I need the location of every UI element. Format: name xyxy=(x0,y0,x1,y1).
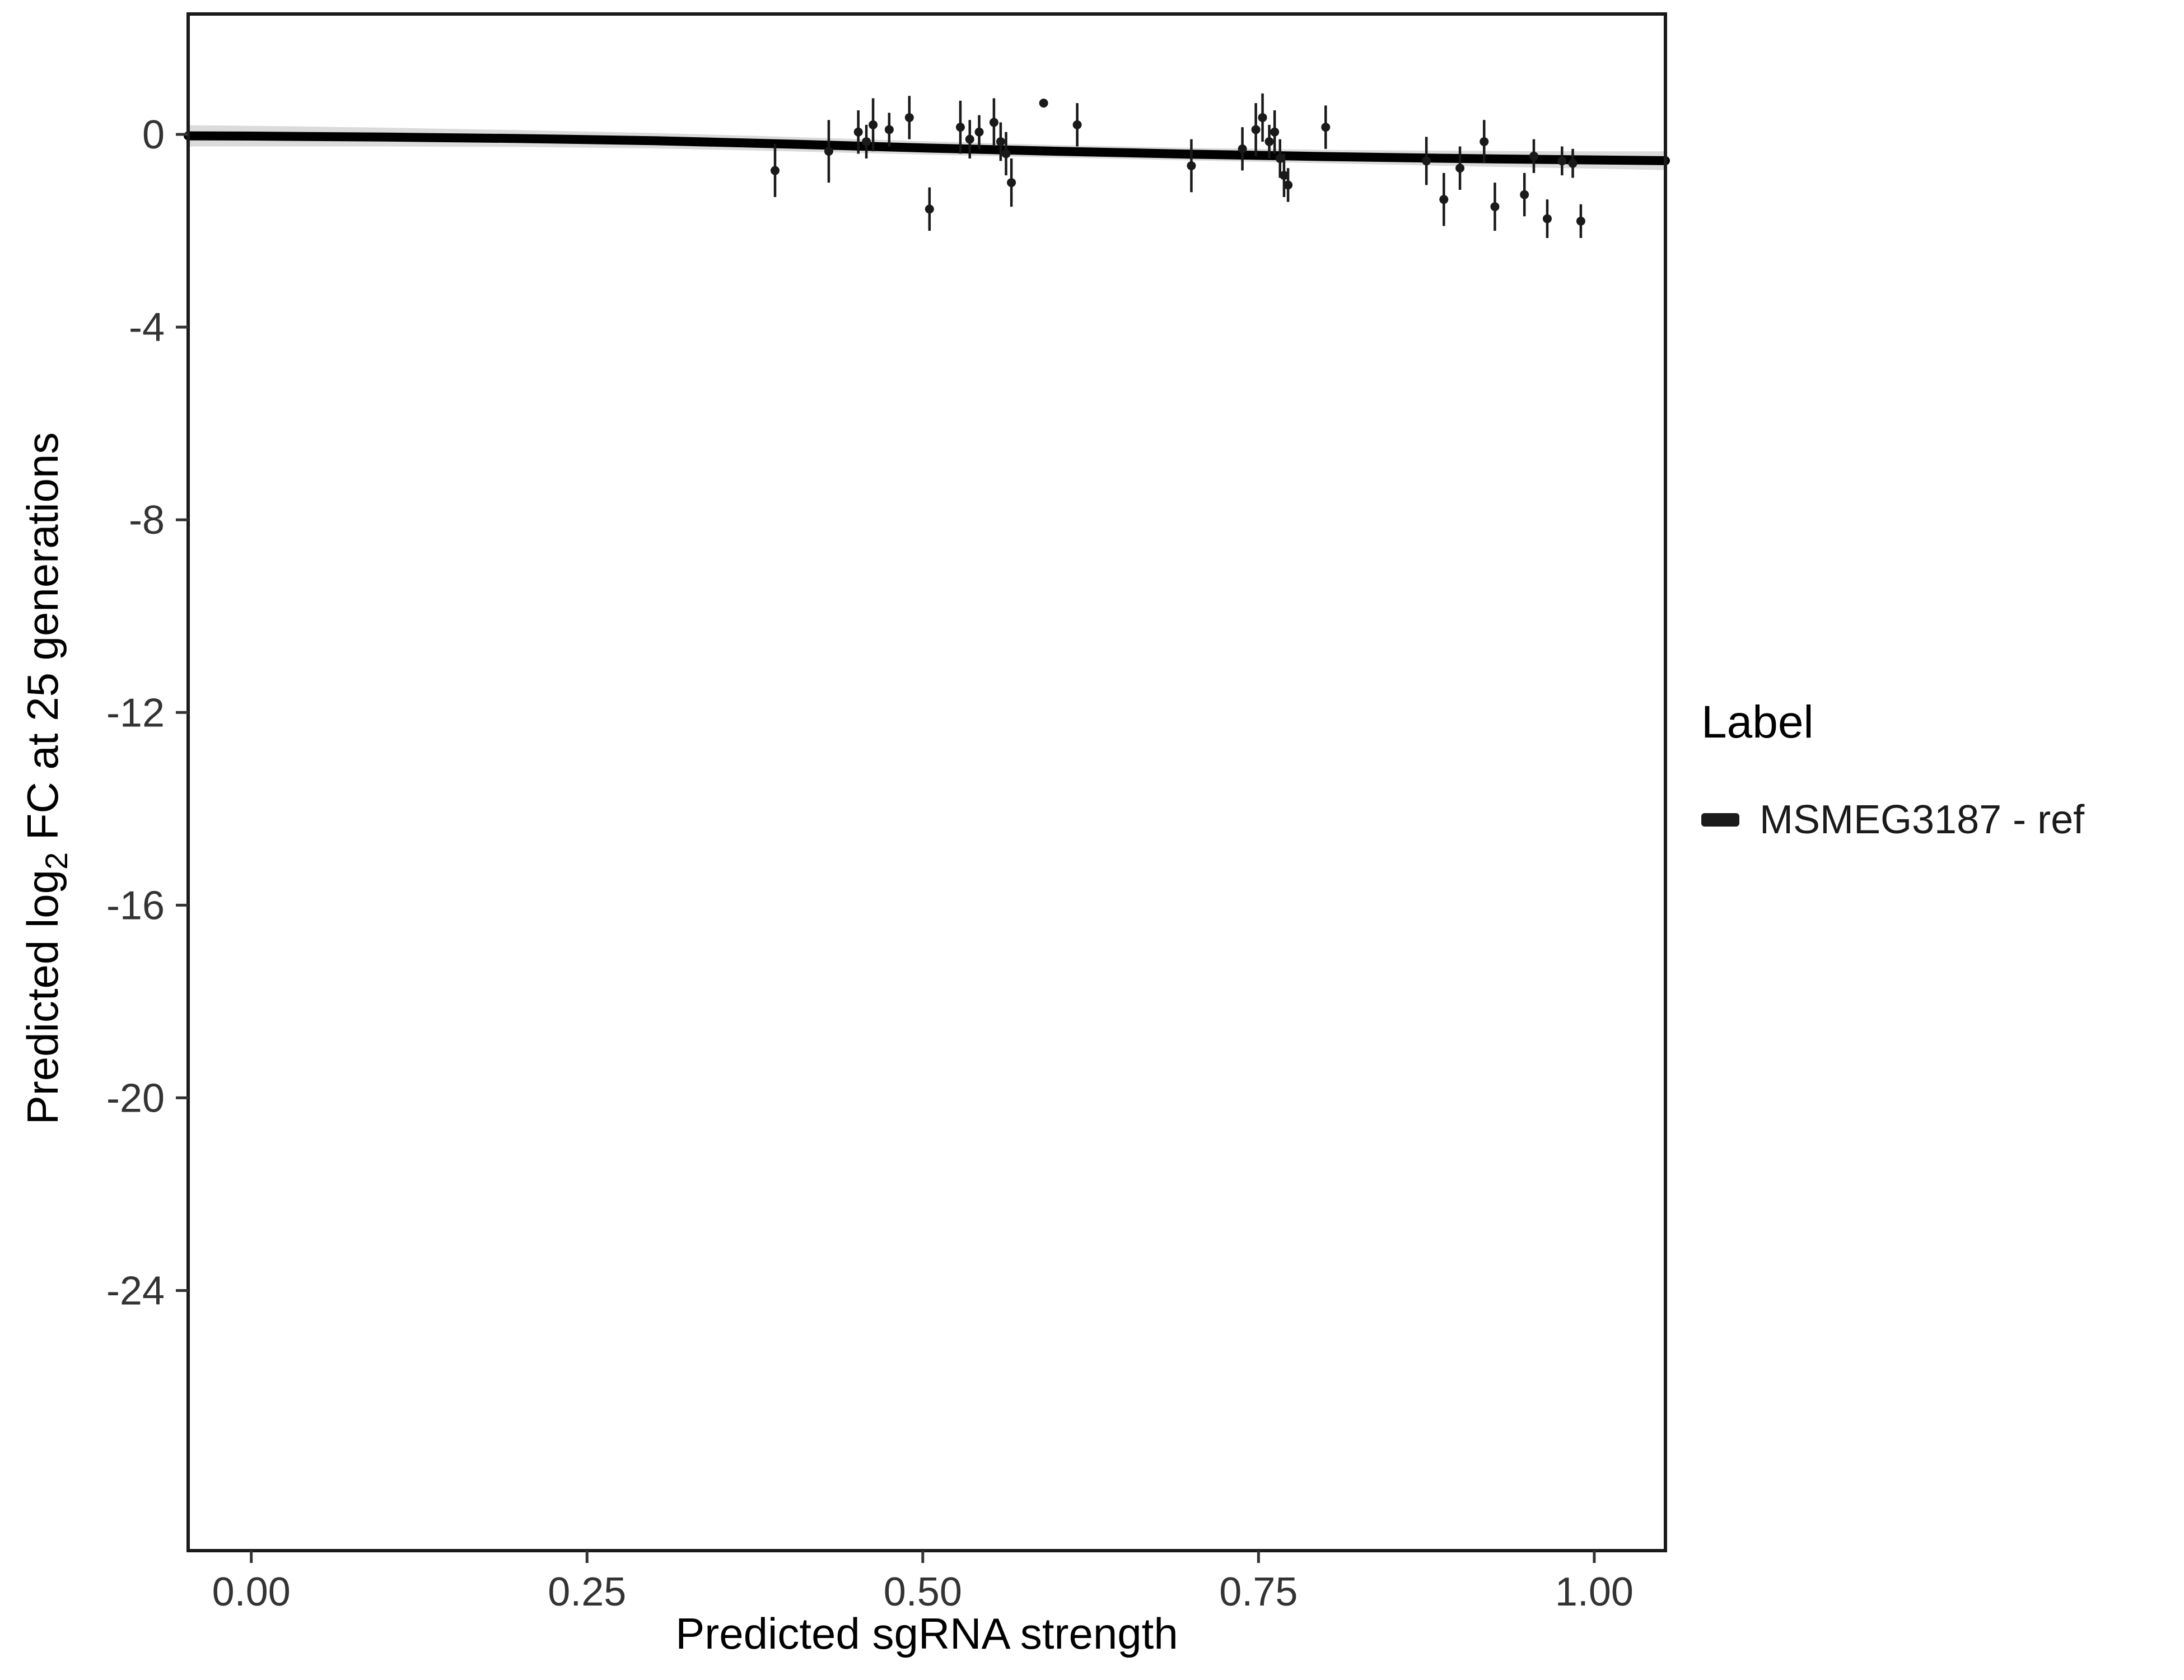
data-point xyxy=(1251,125,1261,134)
data-point xyxy=(925,204,934,214)
data-point xyxy=(989,118,998,127)
legend-key-swatch xyxy=(1701,813,1739,827)
data-point xyxy=(1576,216,1585,226)
data-point xyxy=(1279,171,1289,180)
data-point xyxy=(1557,156,1567,166)
x-tick-label: 0.50 xyxy=(884,1570,962,1614)
y-tick-label: -4 xyxy=(129,305,165,350)
data-point xyxy=(853,127,863,137)
data-point xyxy=(1422,156,1431,166)
panel-border xyxy=(186,12,1667,1552)
data-point xyxy=(1455,164,1465,173)
data-point xyxy=(904,113,914,122)
data-point xyxy=(1568,158,1578,168)
data-point xyxy=(1187,161,1196,170)
data-point xyxy=(965,134,974,144)
data-point xyxy=(955,123,965,132)
data-point xyxy=(1275,154,1285,164)
y-tick-label: -20 xyxy=(106,1076,165,1121)
data-point xyxy=(862,137,871,146)
x-tick-label: 1.00 xyxy=(1555,1570,1634,1614)
data-point xyxy=(996,137,1005,146)
y-axis-title-subscript: 2 xyxy=(38,852,74,870)
data-point xyxy=(1039,99,1048,108)
data-point xyxy=(1284,180,1293,190)
x-tick-label: 0.75 xyxy=(1219,1570,1298,1614)
data-point xyxy=(1439,195,1449,204)
y-tick-label: -24 xyxy=(106,1268,165,1313)
y-axis-title-text: Predicted log xyxy=(18,869,68,1125)
fit-line xyxy=(184,131,1670,165)
data-point xyxy=(1007,178,1016,188)
x-tick-label: 0.00 xyxy=(212,1570,291,1614)
data-point xyxy=(824,147,833,156)
data-point xyxy=(884,125,894,134)
data-point xyxy=(1001,149,1011,158)
x-axis-title: Predicted sgRNA strength xyxy=(675,1609,1178,1658)
y-tick-label: -8 xyxy=(129,498,165,543)
data-point xyxy=(1520,190,1529,199)
y-axis-title-text-2: FC at 25 generations xyxy=(18,432,68,852)
y-axis-title: Predicted log2 FC at 25 generations xyxy=(17,432,74,1125)
data-point xyxy=(869,120,878,129)
data-point xyxy=(1238,144,1247,153)
data-point xyxy=(1529,151,1538,161)
data-point xyxy=(1542,214,1552,223)
y-tick-label: 0 xyxy=(142,113,165,157)
y-tick-label: -16 xyxy=(106,883,165,928)
x-tick-label: 0.25 xyxy=(548,1570,626,1614)
data-point xyxy=(1270,127,1280,137)
legend: Label MSMEG3187 - ref xyxy=(1701,696,2084,843)
data-point xyxy=(771,166,780,175)
legend-title: Label xyxy=(1701,697,1814,748)
legend-entry-label: MSMEG3187 - ref xyxy=(1760,797,2085,842)
data-point xyxy=(1490,202,1500,212)
data-point xyxy=(974,127,984,137)
data-point xyxy=(1072,120,1082,129)
data-point xyxy=(1258,113,1267,122)
data-point xyxy=(1264,137,1274,146)
y-tick-label: -12 xyxy=(106,690,165,735)
legend-entry: MSMEG3187 - ref xyxy=(1701,797,2084,843)
data-point xyxy=(1480,137,1489,146)
data-point xyxy=(1321,123,1331,132)
